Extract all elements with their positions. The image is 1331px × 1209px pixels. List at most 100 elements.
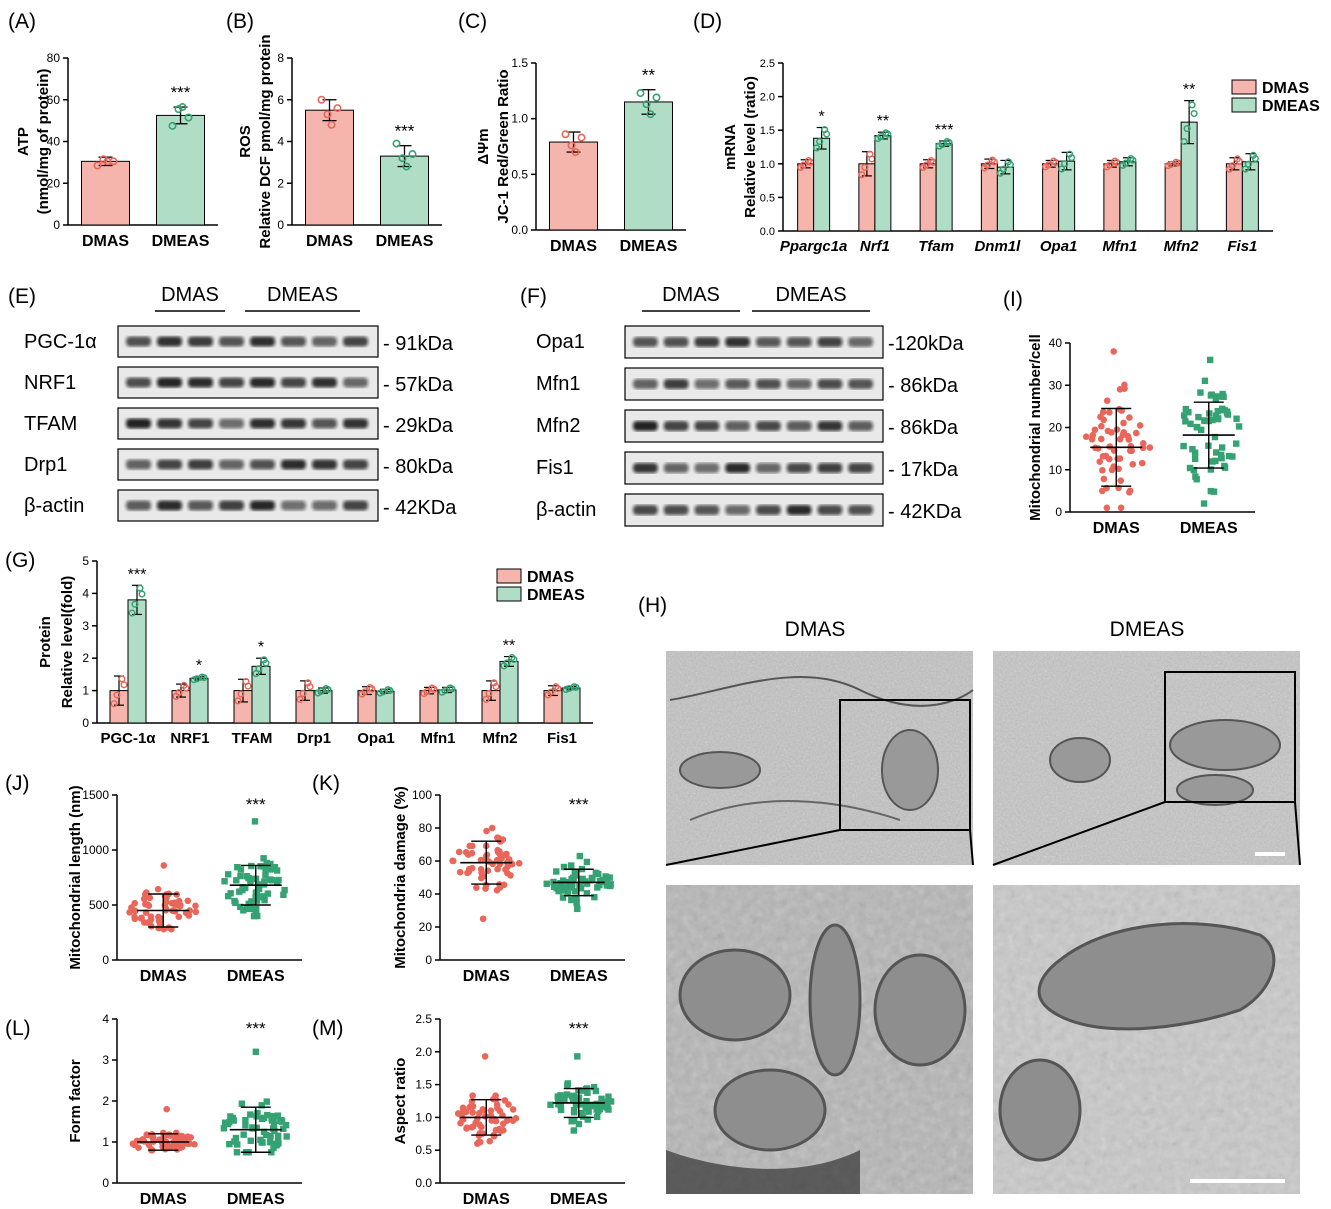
data-point — [1127, 155, 1135, 163]
protein-label: PGC-1α — [24, 331, 97, 353]
blot-band — [633, 505, 658, 515]
data-point — [274, 1112, 282, 1119]
blot-band — [848, 505, 873, 515]
data-point — [226, 1118, 233, 1126]
data-point — [1105, 455, 1113, 463]
data-point — [877, 133, 885, 141]
blot-band — [312, 377, 337, 388]
data-point — [571, 888, 579, 895]
data-point — [547, 1101, 554, 1108]
data-point — [154, 885, 162, 893]
data-point — [257, 863, 264, 870]
blot-band — [281, 500, 306, 511]
x-tick-label: DMAS — [306, 233, 353, 250]
data-point — [494, 865, 501, 873]
data-point — [1058, 165, 1066, 173]
data-point — [570, 1106, 578, 1114]
blot-band — [663, 463, 689, 473]
data-point — [603, 1099, 611, 1106]
protein-label: Opa1 — [536, 331, 585, 353]
mw-dash: - — [888, 459, 900, 481]
mw-value: 42KDa — [395, 497, 457, 519]
data-point — [1128, 447, 1135, 455]
data-point — [225, 871, 232, 878]
data-point — [392, 139, 401, 148]
x-tick-label: Opa1 — [357, 730, 395, 747]
data-point — [572, 1101, 580, 1109]
data-point — [160, 862, 168, 869]
data-point — [1223, 409, 1231, 417]
data-point — [550, 883, 558, 891]
x-tick-label: Fis1 — [547, 730, 577, 747]
data-point — [231, 897, 238, 905]
data-point — [113, 691, 121, 699]
blot-band — [343, 459, 368, 470]
data-point — [591, 893, 598, 901]
data-point — [559, 894, 567, 901]
data-point — [260, 855, 267, 862]
data-point — [299, 689, 307, 698]
data-point — [589, 1101, 596, 1109]
blot-band — [817, 379, 843, 389]
data-point — [173, 901, 181, 909]
bar-dmas — [797, 163, 815, 232]
data-point — [800, 161, 808, 169]
x-tick-label: Mfn2 — [1164, 238, 1200, 255]
blot-band — [157, 336, 182, 347]
blot-band — [848, 421, 873, 431]
x-tick-label: Dnm1l — [974, 238, 1021, 255]
significance-mark: ** — [877, 113, 889, 130]
mw-value: 42KDa — [900, 501, 962, 523]
blot-band — [188, 336, 213, 347]
data-point — [144, 919, 152, 926]
data-point — [606, 874, 613, 881]
data-point — [577, 885, 585, 892]
bar-dmas — [1042, 163, 1060, 232]
data-point — [463, 1125, 470, 1132]
y-tick-label: 3 — [102, 1053, 109, 1067]
significance-mark: * — [258, 639, 264, 656]
data-point — [1117, 477, 1125, 484]
blot-band — [250, 418, 275, 429]
bar-dmas — [980, 163, 998, 232]
data-point — [1103, 504, 1111, 512]
blot-band — [663, 421, 689, 431]
data-point — [1201, 377, 1209, 385]
data-point — [1233, 440, 1240, 447]
data-point — [254, 1109, 261, 1117]
data-point — [252, 670, 260, 678]
data-point — [858, 171, 866, 179]
data-point — [646, 110, 655, 119]
data-point — [1138, 459, 1146, 467]
data-point — [275, 876, 282, 884]
data-point — [1193, 476, 1200, 483]
blot-band — [694, 421, 720, 431]
blot-band — [281, 418, 306, 429]
data-point — [155, 913, 162, 921]
y-tick-label: 1.0 — [511, 112, 528, 126]
panel-label: (K) — [312, 772, 340, 795]
data-point — [449, 857, 456, 865]
data-point — [466, 842, 474, 850]
data-point — [1121, 381, 1128, 389]
y-axis-label-2: JC-1 Red/Green Ratio — [495, 69, 512, 223]
data-point — [1098, 422, 1105, 430]
blot-band — [250, 336, 275, 347]
data-point — [441, 687, 449, 695]
molecular-weight-label: - 57kDa — [383, 374, 454, 396]
data-point — [485, 689, 493, 698]
data-point — [281, 886, 288, 894]
data-point — [1221, 462, 1228, 470]
data-point — [568, 862, 575, 869]
bar-dmas — [1164, 163, 1182, 232]
data-point — [1116, 386, 1124, 393]
data-point — [943, 137, 951, 146]
data-point — [583, 858, 591, 866]
data-point — [1139, 440, 1147, 447]
data-point — [571, 148, 580, 157]
data-point — [636, 89, 645, 98]
blot-band — [786, 463, 812, 473]
protein-label: Mfn2 — [536, 415, 580, 437]
data-point — [1249, 151, 1257, 159]
